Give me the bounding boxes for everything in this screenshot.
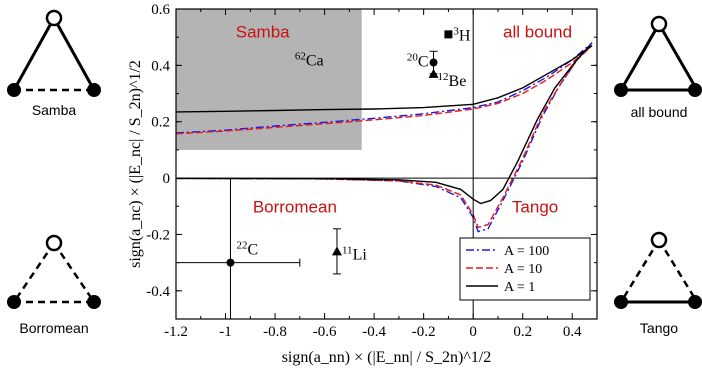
borromean-diagram: Borromean xyxy=(7,234,101,336)
x-axis-label: sign(a_nn) × (|E_nn| / S_2n)^1/2 xyxy=(282,349,492,366)
isotope-label: 62Ca xyxy=(295,51,324,70)
isotope-symbol: H xyxy=(459,27,471,44)
legend-box xyxy=(459,237,591,301)
samba-label: Samba xyxy=(32,102,77,118)
series-lower-curve xyxy=(176,45,591,205)
isotope-mass: 22 xyxy=(236,240,247,252)
x-tick-label: -0.6 xyxy=(313,324,337,340)
data-point xyxy=(428,68,439,78)
neutron-node xyxy=(7,83,21,97)
isotope-label: 12Be xyxy=(438,71,467,90)
all-bound-label: all bound xyxy=(631,104,688,120)
x-tick-label: 0.4 xyxy=(563,324,582,340)
y-tick-label: 0 xyxy=(163,171,171,187)
isotope-mass: 11 xyxy=(342,244,353,256)
samba-shaded-region xyxy=(176,9,362,150)
core-node xyxy=(45,9,63,27)
neutron-node xyxy=(688,295,702,309)
edge-dashed xyxy=(12,242,56,303)
data-point xyxy=(444,30,453,39)
region-labels: Samba all bound Borromean Tango xyxy=(236,23,572,217)
legend-label: A = 1 xyxy=(504,280,535,295)
edge xyxy=(657,23,699,91)
isotope-mass: 3 xyxy=(453,25,459,37)
region-label: Tango xyxy=(512,197,558,216)
neutron-node xyxy=(614,295,628,309)
isotope-symbol: C xyxy=(418,54,429,71)
x-tick-label: 0.2 xyxy=(513,324,532,340)
axis-labels: sign(a_nn) × (|E_nn| / S_2n)^1/2 sign(a_n… xyxy=(127,60,491,366)
y-tick-label: 0.6 xyxy=(151,2,170,18)
edge xyxy=(52,17,96,91)
data-point xyxy=(429,58,438,67)
y-tick-label: 0.4 xyxy=(151,58,170,74)
isotope-mass: 62 xyxy=(295,51,306,63)
region-label: all bound xyxy=(503,23,572,42)
tango-diagram: Tango xyxy=(614,231,702,336)
neutron-node xyxy=(688,83,702,97)
x-tick-label: 0 xyxy=(469,324,477,340)
isotope-symbol: Ca xyxy=(306,53,324,70)
edge xyxy=(619,23,661,91)
x-tick-label: -1.2 xyxy=(164,324,188,340)
legend: A = 100 A = 10 A = 1 xyxy=(459,237,591,301)
core-node xyxy=(45,234,63,252)
series-upper-curve xyxy=(176,42,593,134)
samba-diagram: Samba xyxy=(7,9,101,118)
isotope-label: 22C xyxy=(236,240,258,259)
legend-label: A = 100 xyxy=(504,244,549,259)
series-lower-curve xyxy=(176,45,593,229)
x-tick-label: -1 xyxy=(219,324,232,340)
isotope-symbol: Li xyxy=(353,246,368,263)
region-label: Borromean xyxy=(253,197,337,216)
isotope-label: 20C xyxy=(407,52,429,71)
y-tick-label: -0.4 xyxy=(146,284,170,300)
neutron-node xyxy=(7,295,21,309)
edge xyxy=(12,17,56,91)
curves xyxy=(176,42,593,233)
data-point xyxy=(226,258,235,267)
all-bound-diagram: all bound xyxy=(614,15,702,120)
isotope-mass: 12 xyxy=(438,71,449,83)
isotope-symbol: Be xyxy=(449,73,467,90)
legend-label: A = 10 xyxy=(504,262,542,277)
series-upper-curve xyxy=(176,45,593,135)
edge-dashed xyxy=(619,239,661,303)
neutron-node xyxy=(87,295,101,309)
x-tick-label: -0.4 xyxy=(362,324,386,340)
region-label: Samba xyxy=(236,23,290,42)
isotope-label: 11Li xyxy=(342,244,367,263)
axis-ticks: -1.2 -1 -0.8 -0.6 -0.4 -0.2 0 0.2 0.4 -0.4 -0.2 0 0.… xyxy=(146,2,598,340)
neutron-node xyxy=(614,83,628,97)
neutron-node xyxy=(87,83,101,97)
borromean-label: Borromean xyxy=(19,320,88,336)
y-axis-label: sign(a_nc) × (|E_nc| / S_2n)^1/2 xyxy=(127,60,144,268)
core-node xyxy=(650,15,668,33)
x-tick-label: -0.2 xyxy=(412,324,436,340)
y-tick-label: -0.2 xyxy=(146,227,170,243)
series-upper-curve xyxy=(176,45,593,113)
isotope-mass: 20 xyxy=(407,52,419,64)
isotope-symbol: C xyxy=(247,242,258,259)
edge-dashed xyxy=(52,242,96,303)
core-node xyxy=(650,231,668,249)
edge-dashed xyxy=(657,239,699,303)
y-tick-label: 0.2 xyxy=(151,115,170,131)
plot-frame xyxy=(175,8,598,320)
isotope-label: 3H xyxy=(453,25,471,44)
tango-label: Tango xyxy=(640,320,678,336)
data-point xyxy=(331,246,342,256)
x-tick-label: -0.8 xyxy=(263,324,287,340)
